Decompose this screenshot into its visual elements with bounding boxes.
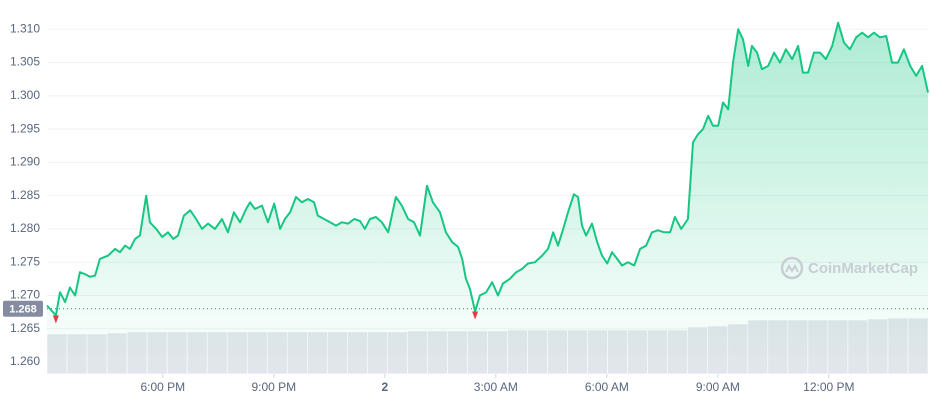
x-tick-label: 9:00 PM xyxy=(251,380,296,394)
x-tick-label: 3:00 AM xyxy=(474,380,518,394)
reference-label: 1.268 xyxy=(9,304,37,316)
watermark-text: CoinMarketCap xyxy=(808,260,918,277)
price-area xyxy=(47,22,928,374)
x-tick-label: 12:00 PM xyxy=(803,380,854,394)
x-tick-label: 6:00 AM xyxy=(585,380,629,394)
y-tick-label: 1.275 xyxy=(10,254,40,268)
y-tick-label: 1.270 xyxy=(10,288,40,302)
price-line xyxy=(46,21,929,317)
y-tick-label: 1.260 xyxy=(10,354,40,368)
y-tick-label: 1.295 xyxy=(10,121,40,135)
x-tick-label: 6:00 PM xyxy=(140,380,185,394)
reference-label-box xyxy=(3,300,43,317)
y-tick-label: 1.265 xyxy=(10,321,40,335)
y-tick-label: 1.280 xyxy=(10,221,40,235)
y-tick-label: 1.305 xyxy=(10,55,40,69)
x-tick-label: 2 xyxy=(381,380,388,394)
y-tick-label: 1.285 xyxy=(10,188,40,202)
y-tick-label: 1.300 xyxy=(10,88,40,102)
below-marker xyxy=(472,311,479,320)
y-tick-label: 1.310 xyxy=(10,21,40,35)
y-tick-label: 1.290 xyxy=(10,155,40,169)
watermark: CoinMarketCap xyxy=(780,256,918,280)
x-tick-label: 9:00 AM xyxy=(696,380,740,394)
below-marker xyxy=(52,315,59,324)
